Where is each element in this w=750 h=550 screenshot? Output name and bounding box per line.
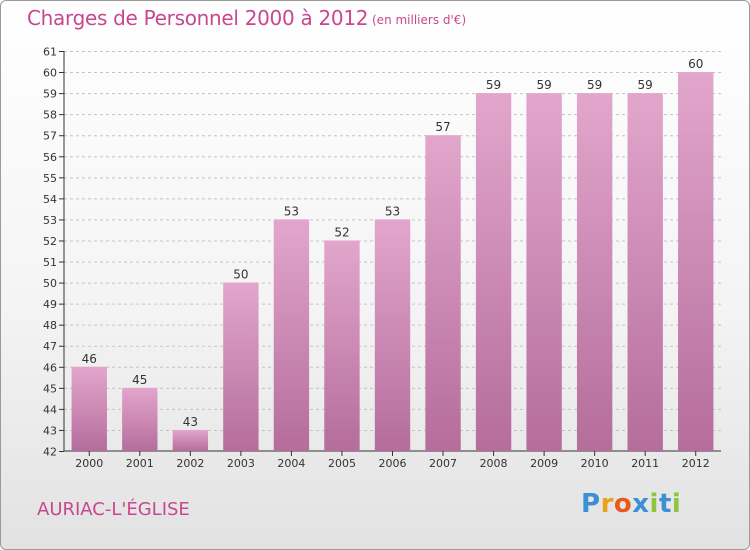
x-tick-label: 2008 — [480, 457, 508, 470]
data-label-2000: 46 — [82, 352, 97, 366]
y-tick-label: 45 — [43, 382, 57, 395]
x-tick-label: 2003 — [227, 457, 255, 470]
y-tick-label: 48 — [43, 319, 57, 332]
y-tick-label: 52 — [43, 235, 57, 248]
data-label-2012: 60 — [688, 57, 703, 71]
data-labels: 46 45 43 50 53 52 53 57 59 59 59 59 60 — [82, 57, 704, 429]
y-axis: 42 43 44 45 46 47 48 49 50 51 52 53 54 55 56 57 58 59 60 61 — [43, 46, 721, 459]
data-label-2006: 53 — [385, 204, 400, 218]
bar-2001 — [122, 387, 158, 451]
data-label-2004: 53 — [284, 204, 299, 218]
y-tick-label: 43 — [43, 424, 57, 437]
y-tick-label: 58 — [43, 109, 57, 122]
data-label-2003: 50 — [233, 268, 248, 282]
y-tick-label: 42 — [43, 446, 57, 459]
chart-unit: (en milliers d'€) — [372, 13, 467, 27]
y-tick-label: 53 — [43, 214, 57, 227]
x-tick-label: 2010 — [581, 457, 609, 470]
bar-2003 — [223, 282, 259, 451]
x-tick-label: 2002 — [176, 457, 204, 470]
x-tick-label: 2006 — [379, 457, 407, 470]
commune-name: AURIAC-L'ÉGLISE — [37, 499, 190, 520]
bars — [71, 72, 714, 452]
y-tick-label: 44 — [43, 403, 57, 416]
logo-letter: o — [613, 489, 633, 519]
y-tick-label: 46 — [43, 361, 57, 374]
bar-2004 — [273, 219, 310, 451]
x-axis: 2000 2001 2002 2003 2004 2005 2006 2007 2008 2009… — [75, 451, 710, 470]
logo-letter: t — [658, 489, 672, 519]
bar-2011 — [627, 93, 663, 452]
logo-letter: r — [600, 489, 614, 519]
y-tick-label: 59 — [43, 88, 57, 101]
x-tick-label: 2011 — [631, 457, 659, 470]
logo-letter: P — [581, 489, 601, 519]
data-label-2009: 59 — [536, 78, 551, 92]
bar-2006 — [374, 219, 411, 451]
x-tick-label: 2012 — [682, 457, 710, 470]
x-tick-label: 2005 — [328, 457, 356, 470]
y-tick-label: 50 — [43, 277, 57, 290]
y-tick-label: 56 — [43, 151, 57, 164]
x-tick-label: 2009 — [530, 457, 558, 470]
bar-2000 — [71, 366, 107, 451]
logo-letter: i — [649, 489, 659, 519]
x-tick-label: 2004 — [277, 457, 305, 470]
data-label-2005: 52 — [334, 225, 349, 239]
y-tick-label: 49 — [43, 298, 57, 311]
bar-2009 — [526, 93, 562, 452]
logo-letter: i — [671, 489, 682, 519]
bar-2012 — [678, 72, 714, 451]
chart-title: Charges de Personnel 2000 à 2012 — [27, 6, 369, 30]
y-tick-label: 60 — [43, 67, 57, 80]
bar-2005 — [324, 240, 360, 451]
data-label-2011: 59 — [638, 78, 653, 92]
bar-2008 — [475, 93, 512, 452]
data-label-2007: 57 — [435, 120, 450, 134]
bar-2007 — [425, 135, 461, 452]
x-tick-label: 2007 — [429, 457, 457, 470]
proxiti-logo: Proxiti — [581, 489, 681, 519]
y-tick-label: 47 — [43, 340, 57, 353]
bar-2002 — [172, 429, 209, 451]
y-tick-label: 57 — [43, 130, 57, 143]
y-tick-label: 61 — [43, 46, 57, 59]
bar-2010 — [576, 93, 613, 452]
data-label-2002: 43 — [183, 415, 198, 429]
x-tick-label: 2000 — [75, 457, 103, 470]
y-tick-label: 55 — [43, 172, 57, 185]
data-label-2001: 45 — [132, 373, 147, 387]
logo-letter: x — [632, 489, 650, 519]
y-tick-label: 54 — [43, 193, 57, 206]
data-label-2010: 59 — [587, 78, 602, 92]
x-tick-label: 2001 — [126, 457, 154, 470]
y-tick-label: 51 — [43, 256, 57, 269]
data-label-2008: 59 — [486, 78, 501, 92]
